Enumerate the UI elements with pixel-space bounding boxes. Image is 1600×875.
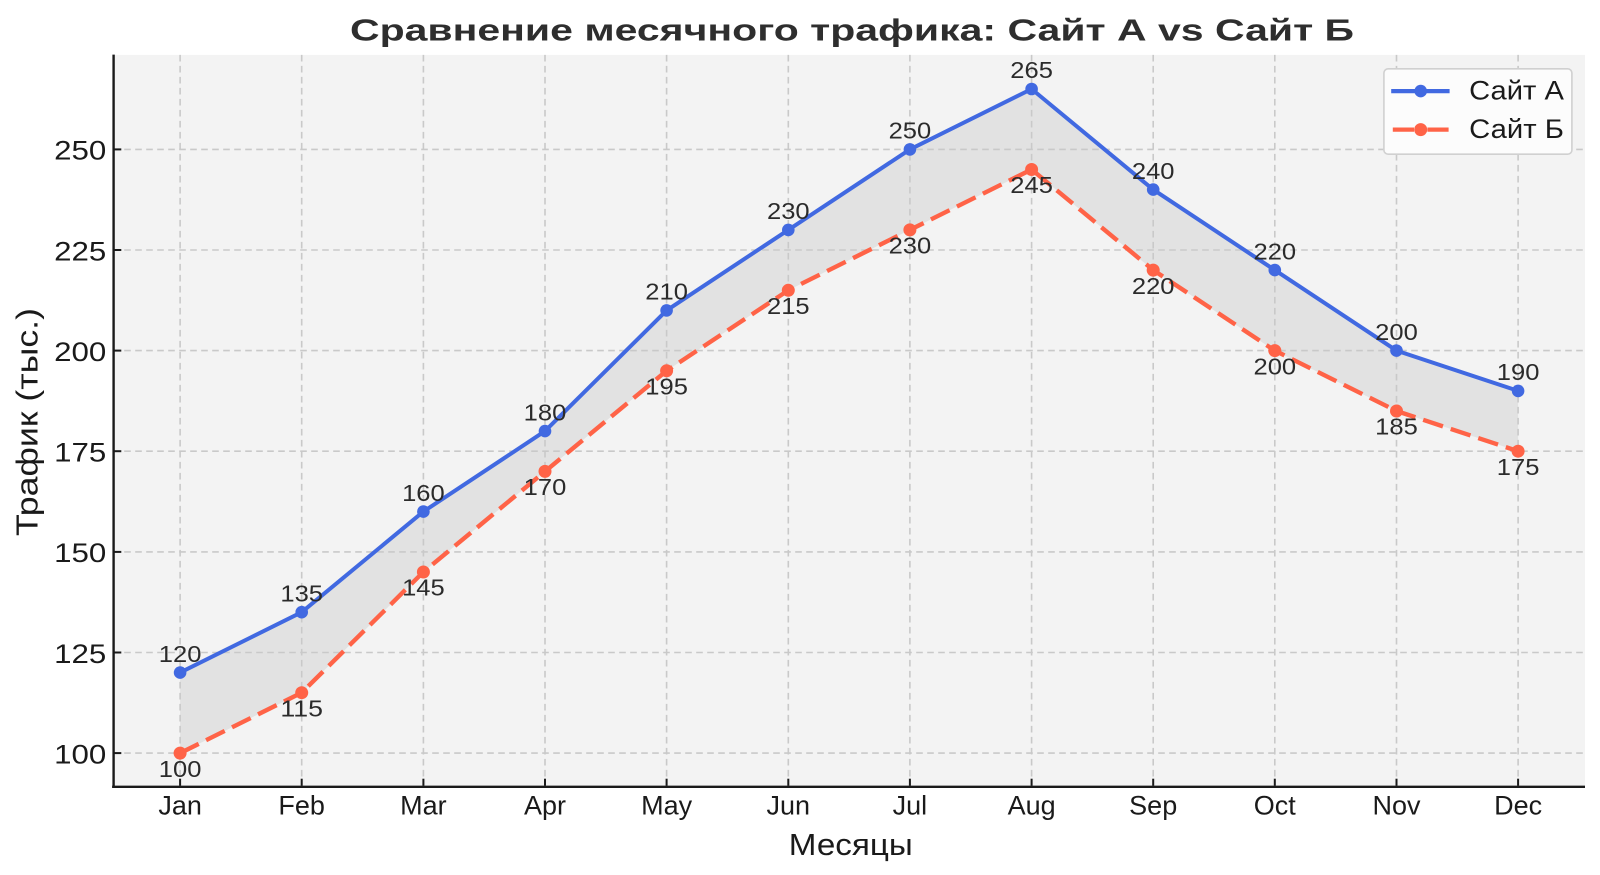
svg-text:230: 230 bbox=[889, 233, 932, 259]
svg-text:250: 250 bbox=[889, 118, 932, 144]
svg-text:Aug: Aug bbox=[1008, 791, 1056, 821]
svg-text:190: 190 bbox=[1497, 359, 1540, 385]
svg-text:250: 250 bbox=[54, 136, 106, 166]
svg-text:125: 125 bbox=[54, 639, 106, 669]
svg-text:Nov: Nov bbox=[1372, 791, 1421, 821]
svg-text:215: 215 bbox=[767, 293, 810, 319]
svg-text:Сайт Б: Сайт Б bbox=[1469, 114, 1564, 144]
svg-text:220: 220 bbox=[1132, 273, 1175, 299]
svg-text:265: 265 bbox=[1010, 57, 1053, 83]
svg-text:200: 200 bbox=[1254, 353, 1297, 379]
svg-text:135: 135 bbox=[280, 580, 323, 606]
svg-text:100: 100 bbox=[159, 756, 202, 782]
svg-text:Jan: Jan bbox=[158, 791, 202, 821]
svg-text:Mar: Mar bbox=[400, 791, 447, 821]
svg-text:245: 245 bbox=[1010, 172, 1053, 198]
svg-text:Сравнение месячного трафика: С: Сравнение месячного трафика: Сайт А vs С… bbox=[350, 13, 1354, 48]
svg-text:Feb: Feb bbox=[278, 791, 325, 821]
svg-text:145: 145 bbox=[402, 575, 445, 601]
svg-text:220: 220 bbox=[1254, 238, 1297, 264]
svg-text:185: 185 bbox=[1375, 414, 1418, 440]
svg-text:240: 240 bbox=[1132, 158, 1175, 184]
svg-text:195: 195 bbox=[645, 374, 688, 400]
svg-text:Dec: Dec bbox=[1494, 791, 1542, 821]
svg-text:Jul: Jul bbox=[893, 791, 928, 821]
svg-text:175: 175 bbox=[54, 438, 106, 468]
svg-text:115: 115 bbox=[280, 695, 323, 721]
svg-text:Трафик (тыс.): Трафик (тыс.) bbox=[10, 308, 45, 536]
svg-text:Sep: Sep bbox=[1129, 791, 1177, 821]
svg-text:180: 180 bbox=[524, 399, 567, 425]
svg-text:225: 225 bbox=[54, 236, 106, 266]
svg-text:160: 160 bbox=[402, 480, 445, 506]
svg-text:120: 120 bbox=[159, 641, 202, 667]
svg-text:210: 210 bbox=[645, 279, 688, 305]
svg-text:Jun: Jun bbox=[767, 791, 811, 821]
svg-text:230: 230 bbox=[767, 198, 810, 224]
svg-text:170: 170 bbox=[524, 474, 567, 500]
svg-text:Месяцы: Месяцы bbox=[789, 827, 913, 862]
svg-text:Сайт А: Сайт А bbox=[1469, 75, 1564, 105]
svg-text:100: 100 bbox=[54, 739, 106, 769]
svg-text:Oct: Oct bbox=[1254, 791, 1297, 821]
svg-text:200: 200 bbox=[54, 337, 106, 367]
svg-text:175: 175 bbox=[1497, 454, 1540, 480]
svg-text:200: 200 bbox=[1375, 319, 1418, 345]
svg-text:150: 150 bbox=[54, 538, 106, 568]
svg-text:May: May bbox=[641, 791, 693, 821]
svg-text:Apr: Apr bbox=[524, 791, 566, 821]
